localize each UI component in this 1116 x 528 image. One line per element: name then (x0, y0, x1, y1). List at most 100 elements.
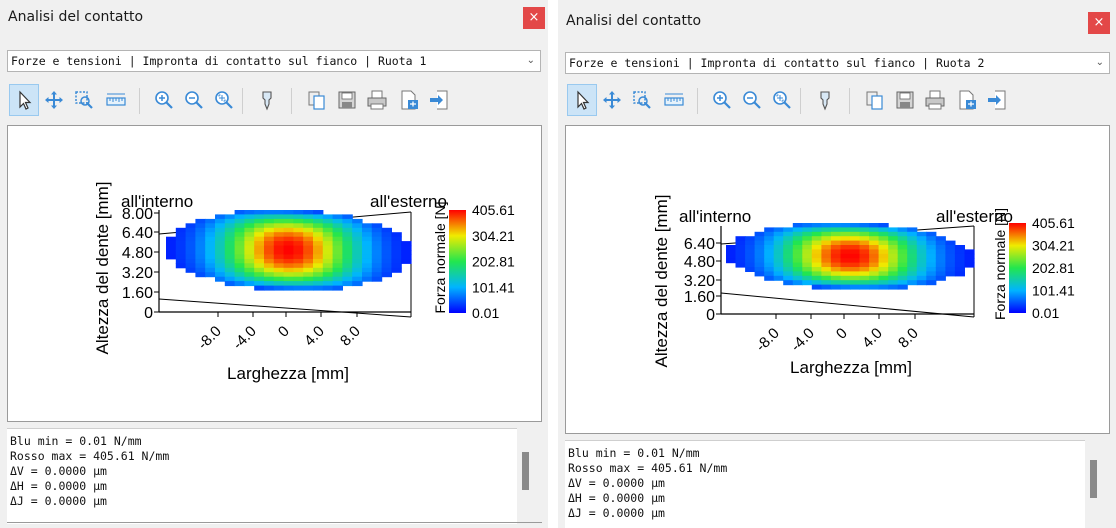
heatmap-cell (869, 245, 880, 250)
heatmap-cell (391, 236, 402, 242)
x-tick-label: 0 (275, 323, 293, 341)
heatmap-cell (850, 240, 861, 246)
heatmap-cell (166, 254, 177, 260)
select-pointer-tool-button[interactable] (9, 84, 39, 116)
copy-tool-button[interactable] (302, 84, 332, 116)
heatmap-cell (897, 231, 908, 237)
zoom-in-tool-button[interactable] (149, 84, 179, 116)
heatmap-cell (273, 232, 285, 238)
zoom-fit-tool-button[interactable] (209, 84, 239, 116)
heatmap-cell (224, 245, 236, 251)
heatmap-cell (362, 250, 373, 255)
save-tool-button[interactable] (890, 84, 920, 116)
export-file-tool-button[interactable] (952, 84, 982, 116)
measure-ruler-tool-button[interactable] (659, 84, 689, 116)
heatmap-cell (332, 250, 343, 255)
legend-tick-label: 405.61 (1032, 215, 1075, 231)
chevron-down-icon[interactable]: ⌄ (1095, 57, 1104, 68)
heatmap-cell (878, 262, 889, 268)
pin-tool-button[interactable] (252, 84, 282, 116)
heatmap-cell (322, 285, 334, 291)
heatmap-cell (954, 262, 965, 268)
heatmap-cell (264, 285, 275, 291)
heatmap-cell (224, 214, 236, 220)
heatmap-cell (830, 245, 841, 250)
heatmap-cell (859, 236, 870, 242)
heatmap-cell (773, 253, 784, 259)
scrollbar-thumb[interactable] (1090, 460, 1097, 498)
heatmap-cell (224, 236, 236, 242)
heatmap-cell (401, 250, 412, 255)
select-pointer-tool-button[interactable] (567, 84, 597, 116)
heatmap-cell (273, 272, 285, 278)
zoom-fit-tool-button[interactable] (767, 84, 797, 116)
pan-tool-button[interactable] (597, 84, 627, 116)
heatmap-cell (254, 236, 265, 242)
import-arrow-tool-button[interactable] (424, 84, 454, 116)
measure-ruler-tool-button[interactable] (101, 84, 131, 116)
pan-tool-button[interactable] (39, 84, 69, 116)
heatmap-cell (850, 262, 861, 268)
save-tool-button[interactable] (332, 84, 362, 116)
export-file-tool-button[interactable] (394, 84, 424, 116)
heatmap-cell (254, 276, 265, 282)
heatmap-cell (371, 236, 383, 242)
heatmap-cell (935, 271, 946, 277)
x-tick-label: -8.0 (753, 325, 783, 355)
toolbar-separator (800, 88, 801, 114)
view-select-dropdown[interactable]: Forze e tensioni | Impronta di contatto … (7, 50, 541, 72)
zoom-in-tool-button[interactable] (707, 84, 737, 116)
scrollbar-thumb[interactable] (522, 452, 529, 490)
heatmap-cell (878, 275, 889, 281)
heatmap-cell (303, 218, 314, 224)
import-arrow-tool-button[interactable] (982, 84, 1012, 116)
divider (7, 522, 542, 523)
heatmap-cell (303, 258, 314, 264)
heatmap-cell (313, 258, 324, 264)
print-tool-button[interactable] (362, 84, 392, 116)
heatmap-cell (342, 258, 353, 264)
copy-tool-button[interactable] (860, 84, 890, 116)
status-scrollbar[interactable] (1085, 440, 1103, 528)
heatmap-cell (205, 263, 216, 269)
heatmap-cell (185, 232, 196, 238)
legend-colorbar (1009, 223, 1026, 313)
heatmap-cell (175, 232, 187, 238)
heatmap-cell (926, 271, 937, 277)
heatmap-cell (283, 218, 294, 224)
heatmap-cell (273, 236, 285, 242)
heatmap-cell (907, 245, 918, 250)
heatmap-cell (821, 245, 832, 250)
heatmap-cell (926, 245, 937, 250)
heatmap-cell (907, 249, 918, 255)
heatmap-cell (802, 275, 813, 281)
heatmap-cell (381, 254, 392, 260)
x-tick-label: 4.0 (301, 323, 328, 350)
heatmap-cell (303, 263, 314, 269)
zoom-window-tool-button[interactable] (69, 84, 99, 116)
export-file-icon (959, 90, 976, 110)
heatmap-cell (735, 236, 746, 242)
chevron-down-icon[interactable]: ⌄ (526, 55, 535, 66)
zoom-out-tool-button[interactable] (737, 84, 767, 116)
y-tick-label: 4.80 (684, 254, 715, 271)
status-scrollbar[interactable] (517, 428, 535, 524)
heatmap-cell (273, 254, 285, 260)
view-select-dropdown[interactable]: Forze e tensioni | Impronta di contatto … (565, 52, 1110, 74)
zoom-window-tool-button[interactable] (627, 84, 657, 116)
heatmap-cell (283, 210, 294, 215)
close-button[interactable]: × (523, 7, 545, 29)
heatmap-cell (254, 232, 265, 238)
print-tool-button[interactable] (920, 84, 950, 116)
contact-analysis-window-2: Analisi del contatto × Forze e tensioni … (558, 0, 1116, 528)
close-button[interactable]: × (1088, 12, 1110, 34)
y-tick-label: 3.20 (684, 273, 715, 290)
heatmap-cell (878, 231, 889, 237)
pin-tool-button[interactable] (810, 84, 840, 116)
heatmap-cell (821, 258, 832, 264)
contact-heatmap (726, 223, 975, 290)
heatmap-cell (792, 280, 803, 286)
zoom-out-tool-button[interactable] (179, 84, 209, 116)
